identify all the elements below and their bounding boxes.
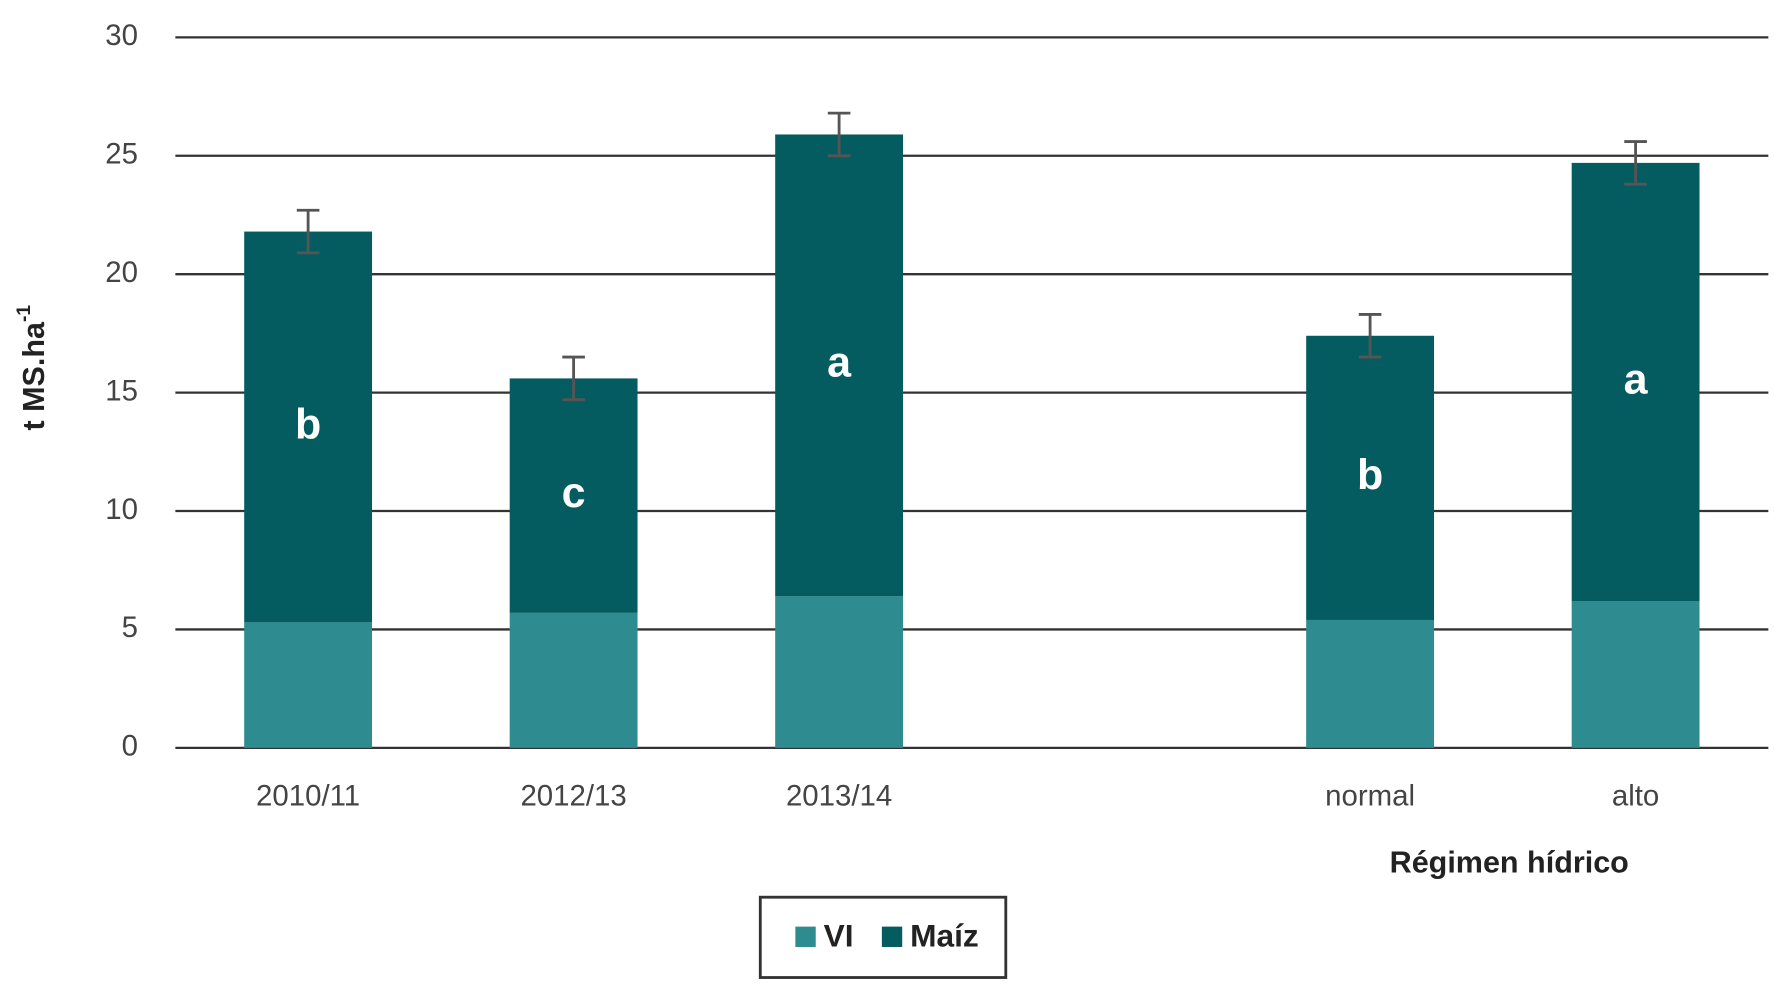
- error-bar: [296, 208, 320, 255]
- bar-segment: [509, 612, 638, 748]
- bar-segment: [1571, 162, 1700, 602]
- x-tick-label: 2010/11: [256, 779, 360, 812]
- error-bar: [562, 355, 585, 402]
- significance-letter: a: [827, 339, 852, 387]
- significance-letter: a: [1624, 355, 1649, 403]
- legend-label: VI: [824, 917, 854, 953]
- y-axis-label: t MS.ha-1: [14, 305, 51, 431]
- y-axis-label-sup: -1: [14, 305, 35, 322]
- x-tick-label: 2012/13: [520, 779, 626, 812]
- significance-letter: b: [1357, 451, 1383, 499]
- x-tick-label: alto: [1612, 779, 1659, 812]
- bar-segment: [775, 134, 904, 597]
- significance-letter: c: [562, 469, 586, 517]
- y-tick-label: 25: [105, 138, 138, 171]
- x-tick-label: normal: [1325, 779, 1415, 812]
- group-label: Régimen hídrico: [1390, 845, 1629, 879]
- y-tick-label: 20: [105, 256, 138, 289]
- bar-segment: [1306, 619, 1435, 748]
- legend-label: Maíz: [910, 917, 979, 953]
- x-tick-label: 2013/14: [786, 779, 892, 812]
- y-tick-label: 15: [105, 374, 138, 407]
- y-axis-label-main: t MS.ha: [17, 321, 51, 431]
- y-tick-label: 5: [122, 611, 138, 644]
- legend-swatch: [881, 926, 903, 947]
- y-tick-label: 30: [105, 19, 138, 52]
- legend-swatch: [795, 926, 816, 947]
- bar-segment: [775, 596, 904, 748]
- significance-letter: b: [295, 400, 321, 448]
- error-bar: [1358, 313, 1382, 359]
- y-tick-label: 10: [105, 493, 138, 526]
- bar-segment: [244, 622, 373, 748]
- error-bar: [827, 111, 851, 158]
- bar-segment: [244, 231, 373, 623]
- y-tick-label: 0: [122, 730, 138, 763]
- bar-segment: [1306, 335, 1435, 620]
- error-bar: [1624, 140, 1647, 186]
- bar-segment: [1571, 601, 1700, 748]
- bar-segment: [509, 378, 638, 613]
